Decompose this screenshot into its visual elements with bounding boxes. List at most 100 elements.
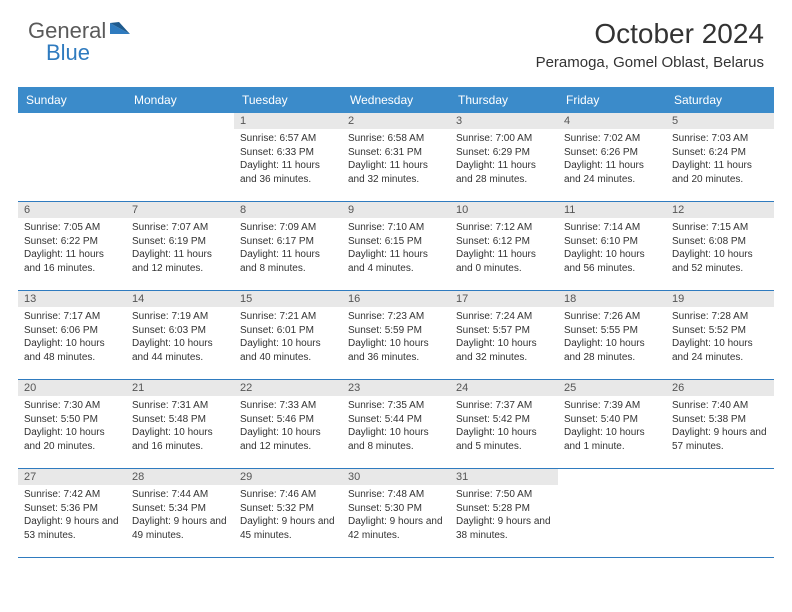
day-content: Sunrise: 7:09 AMSunset: 6:17 PMDaylight:…: [234, 218, 342, 281]
logo-flag-icon: [110, 20, 132, 41]
sunrise-text: Sunrise: 7:23 AM: [348, 310, 444, 324]
day-cell: 27Sunrise: 7:42 AMSunset: 5:36 PMDayligh…: [18, 469, 126, 557]
day-content: Sunrise: 7:26 AMSunset: 5:55 PMDaylight:…: [558, 307, 666, 370]
daylight-text: Daylight: 11 hours and 20 minutes.: [672, 159, 768, 186]
sunrise-text: Sunrise: 7:39 AM: [564, 399, 660, 413]
sunset-text: Sunset: 6:01 PM: [240, 324, 336, 338]
week-row: 1Sunrise: 6:57 AMSunset: 6:33 PMDaylight…: [18, 113, 774, 202]
daylight-text: Daylight: 9 hours and 57 minutes.: [672, 426, 768, 453]
day-cell: 16Sunrise: 7:23 AMSunset: 5:59 PMDayligh…: [342, 291, 450, 379]
sunset-text: Sunset: 5:55 PM: [564, 324, 660, 338]
sunset-text: Sunset: 6:08 PM: [672, 235, 768, 249]
sunset-text: Sunset: 5:48 PM: [132, 413, 228, 427]
day-number: 15: [234, 291, 342, 307]
daylight-text: Daylight: 10 hours and 20 minutes.: [24, 426, 120, 453]
daylight-text: Daylight: 11 hours and 12 minutes.: [132, 248, 228, 275]
day-content: Sunrise: 7:37 AMSunset: 5:42 PMDaylight:…: [450, 396, 558, 459]
daylight-text: Daylight: 11 hours and 0 minutes.: [456, 248, 552, 275]
day-content: Sunrise: 7:19 AMSunset: 6:03 PMDaylight:…: [126, 307, 234, 370]
day-number: 22: [234, 380, 342, 396]
daylight-text: Daylight: 11 hours and 24 minutes.: [564, 159, 660, 186]
logo-text-blue: Blue: [46, 40, 90, 65]
sunset-text: Sunset: 6:26 PM: [564, 146, 660, 160]
day-content: Sunrise: 7:46 AMSunset: 5:32 PMDaylight:…: [234, 485, 342, 548]
day-content: Sunrise: 7:05 AMSunset: 6:22 PMDaylight:…: [18, 218, 126, 281]
day-cell: 5Sunrise: 7:03 AMSunset: 6:24 PMDaylight…: [666, 113, 774, 201]
daylight-text: Daylight: 10 hours and 36 minutes.: [348, 337, 444, 364]
day-content: Sunrise: 7:00 AMSunset: 6:29 PMDaylight:…: [450, 129, 558, 192]
daylight-text: Daylight: 11 hours and 28 minutes.: [456, 159, 552, 186]
day-content: Sunrise: 7:30 AMSunset: 5:50 PMDaylight:…: [18, 396, 126, 459]
sunrise-text: Sunrise: 7:48 AM: [348, 488, 444, 502]
day-number: 9: [342, 202, 450, 218]
day-header: Thursday: [450, 87, 558, 113]
day-cell: [126, 113, 234, 201]
sunrise-text: Sunrise: 7:21 AM: [240, 310, 336, 324]
sunset-text: Sunset: 5:36 PM: [24, 502, 120, 516]
sunrise-text: Sunrise: 7:31 AM: [132, 399, 228, 413]
day-header-row: SundayMondayTuesdayWednesdayThursdayFrid…: [18, 87, 774, 113]
daylight-text: Daylight: 11 hours and 16 minutes.: [24, 248, 120, 275]
day-number: 2: [342, 113, 450, 129]
day-cell: 28Sunrise: 7:44 AMSunset: 5:34 PMDayligh…: [126, 469, 234, 557]
sunset-text: Sunset: 5:30 PM: [348, 502, 444, 516]
daylight-text: Daylight: 9 hours and 45 minutes.: [240, 515, 336, 542]
day-cell: 21Sunrise: 7:31 AMSunset: 5:48 PMDayligh…: [126, 380, 234, 468]
sunset-text: Sunset: 5:57 PM: [456, 324, 552, 338]
day-cell: 29Sunrise: 7:46 AMSunset: 5:32 PMDayligh…: [234, 469, 342, 557]
day-cell: 10Sunrise: 7:12 AMSunset: 6:12 PMDayligh…: [450, 202, 558, 290]
day-cell: 20Sunrise: 7:30 AMSunset: 5:50 PMDayligh…: [18, 380, 126, 468]
daylight-text: Daylight: 10 hours and 52 minutes.: [672, 248, 768, 275]
day-header: Wednesday: [342, 87, 450, 113]
sunrise-text: Sunrise: 7:15 AM: [672, 221, 768, 235]
sunset-text: Sunset: 5:44 PM: [348, 413, 444, 427]
sunset-text: Sunset: 5:40 PM: [564, 413, 660, 427]
week-row: 6Sunrise: 7:05 AMSunset: 6:22 PMDaylight…: [18, 202, 774, 291]
day-content: Sunrise: 7:44 AMSunset: 5:34 PMDaylight:…: [126, 485, 234, 548]
day-number: 13: [18, 291, 126, 307]
week-row: 27Sunrise: 7:42 AMSunset: 5:36 PMDayligh…: [18, 469, 774, 558]
location: Peramoga, Gomel Oblast, Belarus: [536, 54, 764, 71]
day-content: Sunrise: 7:28 AMSunset: 5:52 PMDaylight:…: [666, 307, 774, 370]
day-content: Sunrise: 7:50 AMSunset: 5:28 PMDaylight:…: [450, 485, 558, 548]
day-number: 28: [126, 469, 234, 485]
day-number: 8: [234, 202, 342, 218]
daylight-text: Daylight: 10 hours and 28 minutes.: [564, 337, 660, 364]
sunrise-text: Sunrise: 7:37 AM: [456, 399, 552, 413]
month-title: October 2024: [536, 18, 764, 50]
day-number: 30: [342, 469, 450, 485]
day-content: Sunrise: 7:39 AMSunset: 5:40 PMDaylight:…: [558, 396, 666, 459]
logo-blue-line: Blue: [46, 40, 90, 66]
day-number: 11: [558, 202, 666, 218]
sunrise-text: Sunrise: 7:33 AM: [240, 399, 336, 413]
day-header: Tuesday: [234, 87, 342, 113]
day-content: Sunrise: 7:23 AMSunset: 5:59 PMDaylight:…: [342, 307, 450, 370]
day-number: 5: [666, 113, 774, 129]
day-number: 29: [234, 469, 342, 485]
daylight-text: Daylight: 9 hours and 49 minutes.: [132, 515, 228, 542]
sunrise-text: Sunrise: 7:03 AM: [672, 132, 768, 146]
daylight-text: Daylight: 9 hours and 42 minutes.: [348, 515, 444, 542]
day-content: Sunrise: 7:33 AMSunset: 5:46 PMDaylight:…: [234, 396, 342, 459]
day-number: 31: [450, 469, 558, 485]
daylight-text: Daylight: 11 hours and 36 minutes.: [240, 159, 336, 186]
day-number: 10: [450, 202, 558, 218]
sunrise-text: Sunrise: 7:14 AM: [564, 221, 660, 235]
sunrise-text: Sunrise: 7:50 AM: [456, 488, 552, 502]
day-cell: [666, 469, 774, 557]
sunset-text: Sunset: 5:38 PM: [672, 413, 768, 427]
day-number: 12: [666, 202, 774, 218]
weeks-container: 1Sunrise: 6:57 AMSunset: 6:33 PMDaylight…: [18, 113, 774, 558]
day-content: Sunrise: 7:35 AMSunset: 5:44 PMDaylight:…: [342, 396, 450, 459]
day-content: Sunrise: 7:21 AMSunset: 6:01 PMDaylight:…: [234, 307, 342, 370]
day-number: 26: [666, 380, 774, 396]
day-number: 17: [450, 291, 558, 307]
header: General October 2024 Peramoga, Gomel Obl…: [0, 0, 792, 87]
day-cell: 3Sunrise: 7:00 AMSunset: 6:29 PMDaylight…: [450, 113, 558, 201]
day-number: 27: [18, 469, 126, 485]
day-number: 24: [450, 380, 558, 396]
daylight-text: Daylight: 9 hours and 53 minutes.: [24, 515, 120, 542]
day-content: Sunrise: 7:40 AMSunset: 5:38 PMDaylight:…: [666, 396, 774, 459]
calendar: SundayMondayTuesdayWednesdayThursdayFrid…: [0, 87, 792, 558]
day-number: 25: [558, 380, 666, 396]
